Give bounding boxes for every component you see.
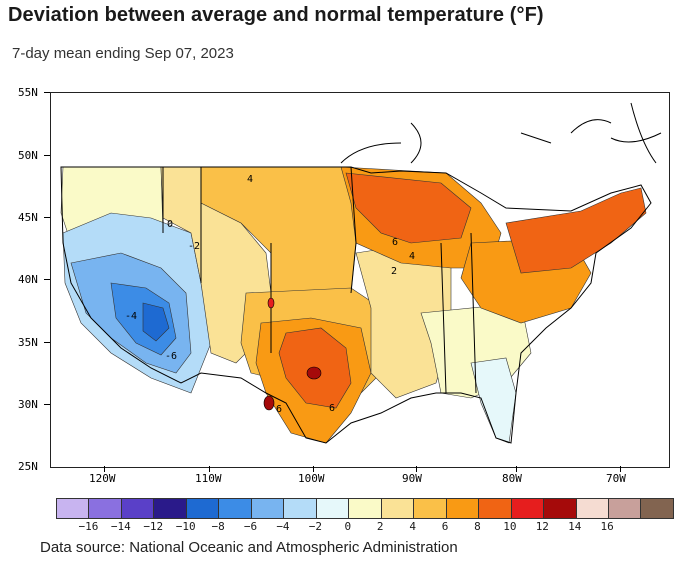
legend-swatch bbox=[544, 499, 577, 518]
longitude-label: 80W bbox=[502, 472, 522, 485]
longitude-tick bbox=[416, 466, 417, 472]
legend-swatch bbox=[381, 499, 415, 518]
contour-label: 4 bbox=[247, 174, 253, 185]
contour-label: 6 bbox=[276, 404, 282, 415]
color-scale-labels: −16 −14 −12 −10 −8 −6 −4 −2 0 2 4 6 8 10 12 14 16 bbox=[56, 520, 672, 534]
legend-swatch bbox=[154, 499, 187, 518]
color-scale-legend bbox=[56, 498, 674, 519]
longitude-tick bbox=[516, 466, 517, 472]
legend-swatch bbox=[349, 499, 382, 518]
contour-label: 6 bbox=[329, 403, 335, 414]
latitude-label: 55N bbox=[18, 86, 38, 99]
map-title: Deviation between average and normal tem… bbox=[8, 4, 544, 26]
legend-label: −14 bbox=[110, 520, 131, 533]
legend-swatch bbox=[89, 499, 122, 518]
region-florida bbox=[470, 357, 517, 444]
legend-swatch bbox=[219, 499, 252, 518]
legend-label: 14 bbox=[568, 520, 582, 533]
map-subtitle: 7-day mean ending Sep 07, 2023 bbox=[12, 45, 234, 62]
latitude-label: 35N bbox=[18, 336, 38, 349]
legend-label: 10 bbox=[503, 520, 517, 533]
latitude-tick bbox=[44, 217, 50, 218]
legend-swatch bbox=[121, 499, 155, 518]
legend-label: −2 bbox=[308, 520, 322, 533]
longitude-label: 110W bbox=[195, 472, 222, 485]
legend-label: −4 bbox=[276, 520, 290, 533]
data-source-note: Data source: National Oceanic and Atmosp… bbox=[40, 539, 458, 556]
contour-label: -4 bbox=[125, 311, 137, 322]
region-great-lakes-core bbox=[345, 172, 472, 244]
legend-label: 12 bbox=[535, 520, 549, 533]
region-northeast bbox=[505, 187, 647, 274]
latitude-label: 40N bbox=[18, 273, 38, 286]
contour-label: -6 bbox=[165, 351, 177, 362]
legend-swatch bbox=[511, 499, 545, 518]
legend-swatch bbox=[641, 499, 673, 518]
longitude-label: 70W bbox=[606, 472, 626, 485]
latitude-label: 25N bbox=[18, 460, 38, 473]
contour-label: 0 bbox=[167, 219, 173, 230]
legend-swatch bbox=[446, 499, 480, 518]
legend-label: 6 bbox=[441, 520, 449, 533]
legend-label: −10 bbox=[175, 520, 196, 533]
legend-label: −6 bbox=[243, 520, 258, 533]
latitude-label: 30N bbox=[18, 398, 38, 411]
legend-swatch bbox=[57, 499, 90, 518]
hot-spot-west-texas bbox=[263, 395, 275, 411]
contour-label: 6 bbox=[392, 237, 398, 248]
region-cold-pocket bbox=[142, 302, 170, 342]
legend-swatch bbox=[414, 499, 447, 518]
temperature-anomaly-map: 4 0 -2 -4 -6 6 4 2 6 6 bbox=[50, 92, 670, 468]
legend-label: −12 bbox=[143, 520, 164, 533]
longitude-tick bbox=[313, 466, 314, 472]
legend-swatch bbox=[608, 499, 642, 518]
longitude-tick bbox=[620, 466, 621, 472]
legend-label: 8 bbox=[474, 520, 481, 533]
legend-swatch bbox=[251, 499, 285, 518]
latitude-tick bbox=[44, 279, 50, 280]
legend-label: 0 bbox=[344, 520, 352, 533]
legend-swatch bbox=[284, 499, 317, 518]
contour-label: 2 bbox=[391, 266, 397, 277]
legend-label: −16 bbox=[78, 520, 99, 533]
latitude-label: 45N bbox=[18, 211, 38, 224]
longitude-label: 120W bbox=[89, 472, 116, 485]
longitude-label: 90W bbox=[402, 472, 422, 485]
longitude-label: 100W bbox=[298, 472, 325, 485]
contour-label: -2 bbox=[188, 241, 200, 252]
legend-label: −8 bbox=[211, 520, 225, 533]
hot-spot-texas bbox=[306, 366, 322, 380]
longitude-tick bbox=[104, 466, 105, 472]
latitude-label: 50N bbox=[18, 149, 38, 162]
latitude-tick bbox=[44, 92, 50, 93]
legend-swatch bbox=[186, 499, 220, 518]
legend-swatch bbox=[316, 499, 350, 518]
map-canvas: 4 0 -2 -4 -6 6 4 2 6 6 bbox=[60, 102, 662, 444]
legend-label: 2 bbox=[376, 520, 384, 533]
latitude-tick bbox=[44, 342, 50, 343]
legend-swatch bbox=[576, 499, 609, 518]
contour-labels: 4 0 -2 -4 -6 6 4 2 6 6 bbox=[125, 174, 415, 415]
contour-label: 4 bbox=[409, 251, 415, 262]
legend-label: 16 bbox=[600, 520, 614, 533]
legend-swatch bbox=[479, 499, 512, 518]
legend-label: 4 bbox=[409, 520, 416, 533]
longitude-tick bbox=[209, 466, 210, 472]
hot-spot-colorado bbox=[267, 297, 275, 309]
latitude-tick bbox=[44, 404, 50, 405]
latitude-tick bbox=[44, 155, 50, 156]
